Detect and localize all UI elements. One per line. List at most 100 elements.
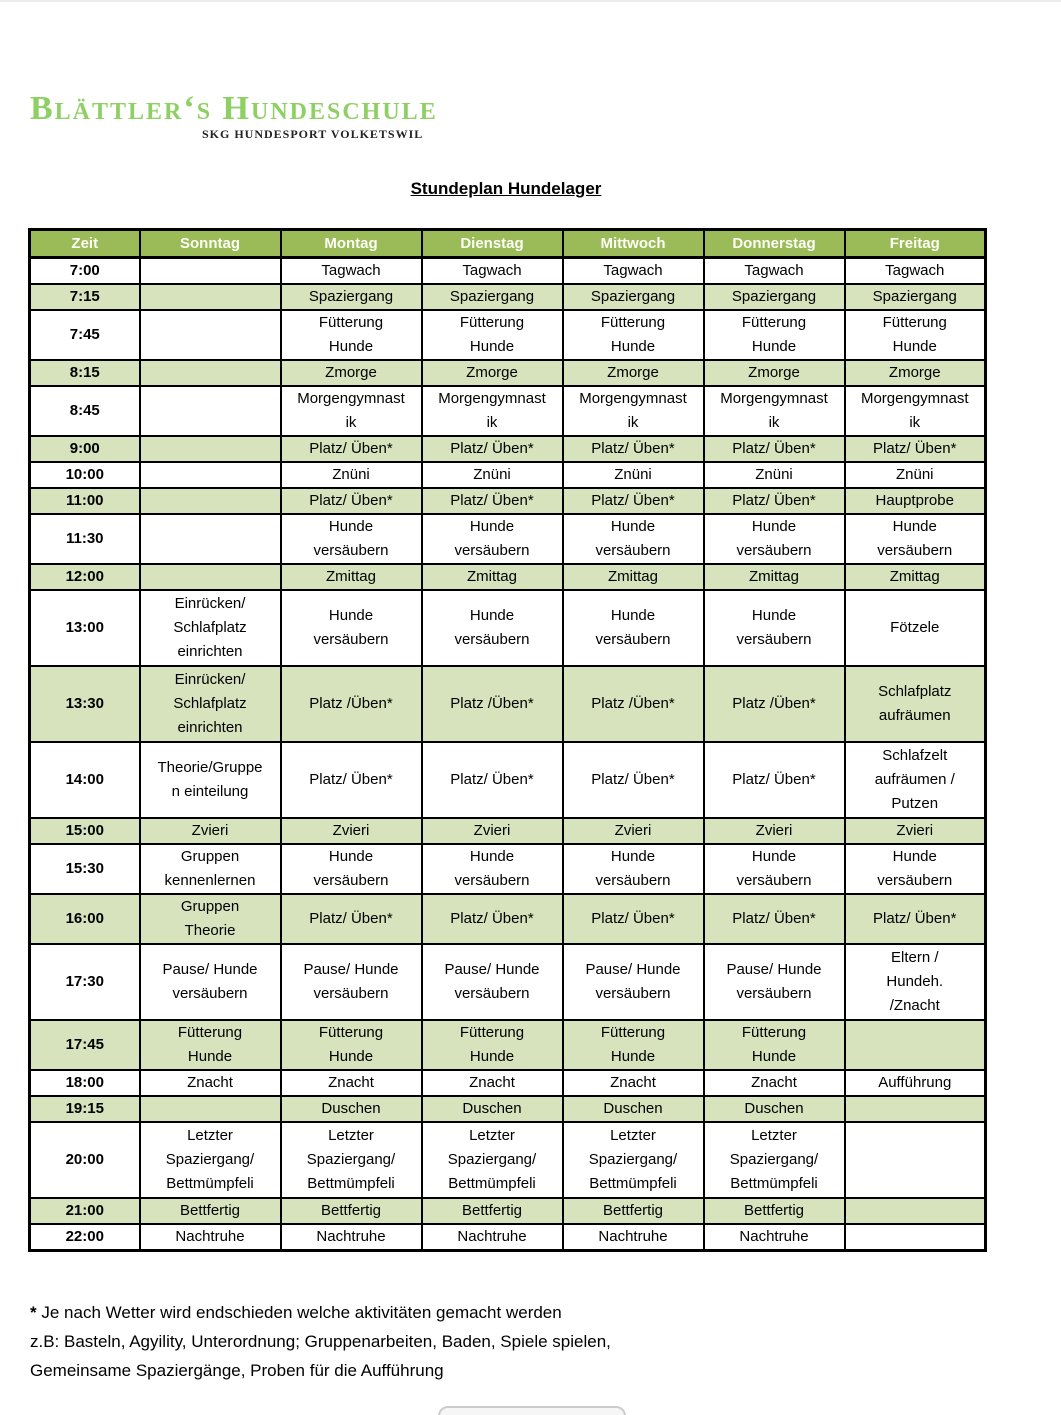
schedule-cell <box>843 1019 987 1071</box>
table-row: 18:00 Znacht Znacht Znacht Znacht Znacht Auffü… <box>28 1069 987 1097</box>
time-cell: 11:30 <box>28 513 141 565</box>
schedule-cell: Duschen <box>702 1095 846 1123</box>
schedule-cell: Hunde versäubern <box>561 843 705 895</box>
schedule-cell <box>138 513 282 565</box>
schedule-cell: Bettfertig <box>138 1197 282 1225</box>
schedule-cell: Letzter Spaziergang/ Bettmümpfeli <box>279 1121 423 1199</box>
schedule-cell: Zmorge <box>561 359 705 387</box>
schedule-cell: Aufführung <box>843 1069 987 1097</box>
schedule-cell: Znacht <box>702 1069 846 1097</box>
schedule-cell <box>138 1095 282 1123</box>
table-row: 8:15 Zmorge Zmorge Zmorge Zmorge Zmorge <box>28 359 987 387</box>
schedule-cell: Platz /Üben* <box>702 665 846 743</box>
schedule-cell: Duschen <box>561 1095 705 1123</box>
schedule-cell: Hunde versäubern <box>702 513 846 565</box>
schedule-cell: Znacht <box>561 1069 705 1097</box>
schedule-cell: Zmittag <box>702 563 846 591</box>
table-row: 8:45 Morgengymnast ik Morgengymnast ik Morg… <box>28 385 987 437</box>
schedule-cell: Platz/ Üben* <box>279 741 423 819</box>
schedule-cell <box>138 283 282 311</box>
time-cell: 7:45 <box>28 309 141 361</box>
schedule-cell: Platz/ Üben* <box>843 435 987 463</box>
schedule-cell: Einrücken/ Schlafplatz einrichten <box>138 589 282 667</box>
schedule-cell: Hunde versäubern <box>420 589 564 667</box>
schedule-cell: Fütterung Hunde <box>279 309 423 361</box>
schedule-cell: Hunde versäubern <box>843 513 987 565</box>
schedule-cell: Platz/ Üben* <box>279 893 423 945</box>
schedule-cell: Pause/ Hunde versäubern <box>138 943 282 1021</box>
time-cell: 11:00 <box>28 487 141 515</box>
time-cell: 13:30 <box>28 665 141 743</box>
schedule-cell: Tagwach <box>279 256 423 285</box>
table-row: 9:00 Platz/ Üben* Platz/ Üben* Platz/ Üben*… <box>28 435 987 463</box>
schedule-cell: Platz/ Üben* <box>702 435 846 463</box>
logo-subtitle: SKG HUNDESPORT VOLKETSWIL <box>202 127 424 141</box>
schedule-cell: Znüni <box>702 461 846 489</box>
table-row: 20:00 Letzter Spaziergang/ Bettmümpfeli Le… <box>28 1121 987 1199</box>
schedule-cell: Zmittag <box>420 563 564 591</box>
schedule-cell: Tagwach <box>420 256 564 285</box>
time-cell: 17:45 <box>28 1019 141 1071</box>
schedule-cell: Nachtruhe <box>702 1223 846 1252</box>
schedule-cell: Platz/ Üben* <box>279 435 423 463</box>
schedule-cell: Fütterung Hunde <box>420 309 564 361</box>
schedule-cell: Bettfertig <box>702 1197 846 1225</box>
schedule-cell: Fütterung Hunde <box>279 1019 423 1071</box>
bottom-pill <box>438 1406 626 1415</box>
time-cell: 15:30 <box>28 843 141 895</box>
logo-title: Blättler‘s Hundeschule <box>30 90 438 127</box>
schedule-cell: Spaziergang <box>420 283 564 311</box>
schedule-cell: Platz /Üben* <box>420 665 564 743</box>
schedule-cell <box>138 563 282 591</box>
schedule-cell: Platz/ Üben* <box>420 741 564 819</box>
schedule-cell: Duschen <box>279 1095 423 1123</box>
schedule-cell: Hunde versäubern <box>279 843 423 895</box>
table-row: 13:30 Einrücken/ Schlafplatz einrichten Pl… <box>28 665 987 743</box>
schedule-cell <box>138 309 282 361</box>
schedule-cell: Fötzele <box>843 589 987 667</box>
schedule-cell: Zmittag <box>279 563 423 591</box>
schedule-cell: Zmorge <box>279 359 423 387</box>
schedule-cell: Pause/ Hunde versäubern <box>561 943 705 1021</box>
schedule-cell: Spaziergang <box>843 283 987 311</box>
schedule-cell: Hauptprobe <box>843 487 987 515</box>
schedule-cell: Fütterung Hunde <box>561 1019 705 1071</box>
time-cell: 16:00 <box>28 893 141 945</box>
table-row: 10:00 Znüni Znüni Znüni Znüni Znüni <box>28 461 987 489</box>
schedule-cell: Zvieri <box>138 817 282 845</box>
schedule-cell: Hunde versäubern <box>702 843 846 895</box>
table-row: 21:00 Bettfertig Bettfertig Bettfertig Bettf… <box>28 1197 987 1225</box>
schedule-cell: Hunde versäubern <box>843 843 987 895</box>
schedule-cell <box>138 385 282 437</box>
schedule-cell: Znüni <box>279 461 423 489</box>
schedule-cell: Pause/ Hunde versäubern <box>420 943 564 1021</box>
schedule-cell: Theorie/Gruppe n einteilung <box>138 741 282 819</box>
time-cell: 15:00 <box>28 817 141 845</box>
schedule-cell: Bettfertig <box>279 1197 423 1225</box>
footnote: * Je nach Wetter wird endschieden welche… <box>30 1298 611 1385</box>
table-row: 14:00 Theorie/Gruppe n einteilung Platz/ Ü… <box>28 741 987 819</box>
time-cell: 7:15 <box>28 283 141 311</box>
schedule-cell: Hunde versäubern <box>420 843 564 895</box>
table-row: 7:00 Tagwach Tagwach Tagwach Tagwach Tagwach <box>28 256 987 285</box>
schedule-cell: Morgengymnast ik <box>561 385 705 437</box>
table-row: 15:00 Zvieri Zvieri Zvieri Zvieri Zvieri Zvier… <box>28 817 987 845</box>
schedule-cell <box>138 461 282 489</box>
schedule-cell: Morgengymnast ik <box>702 385 846 437</box>
schedule-cell: Nachtruhe <box>561 1223 705 1252</box>
time-cell: 14:00 <box>28 741 141 819</box>
schedule-cell: Nachtruhe <box>279 1223 423 1252</box>
footnote-line-3: Gemeinsame Spaziergänge, Proben für die … <box>30 1361 444 1380</box>
time-cell: 12:00 <box>28 563 141 591</box>
table-row: 7:15 Spaziergang Spaziergang Spaziergang Spa… <box>28 283 987 311</box>
schedule-cell: Zvieri <box>279 817 423 845</box>
schedule-cell: Hunde versäubern <box>420 513 564 565</box>
schedule-cell: Zvieri <box>843 817 987 845</box>
table-row: 13:00 Einrücken/ Schlafplatz einrichten Hu… <box>28 589 987 667</box>
schedule-cell: Hunde versäubern <box>279 589 423 667</box>
schedule-cell: Platz/ Üben* <box>420 893 564 945</box>
schedule-cell: Platz/ Üben* <box>561 741 705 819</box>
schedule-cell: Platz/ Üben* <box>561 435 705 463</box>
column-header-zeit: Zeit <box>28 228 141 259</box>
